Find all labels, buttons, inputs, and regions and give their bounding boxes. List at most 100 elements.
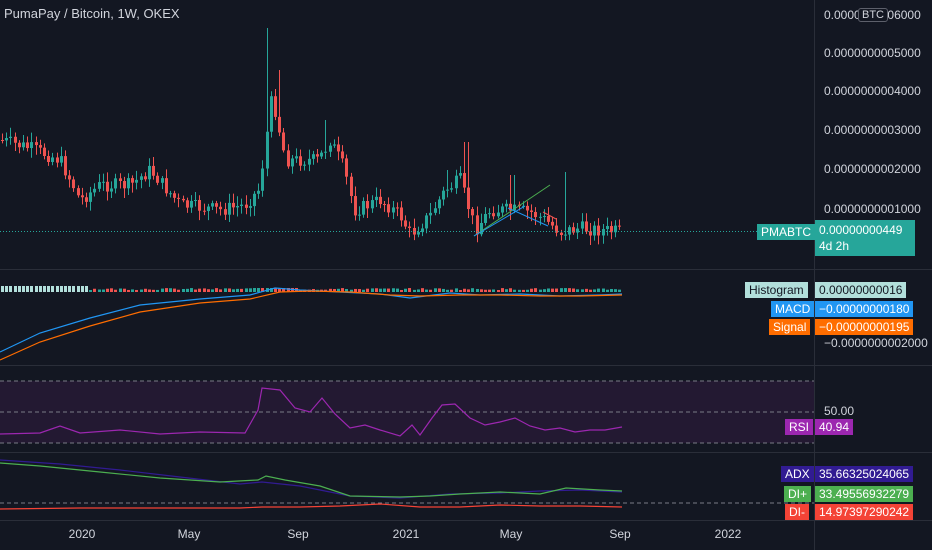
candle-body	[547, 216, 550, 222]
macd-pane	[0, 286, 623, 361]
rsi-value: 40.94	[815, 419, 854, 435]
macd-histogram-bar	[35, 286, 38, 292]
candle-body	[421, 228, 424, 233]
candle-body	[219, 206, 222, 210]
candle-body	[312, 154, 315, 159]
candle-body	[560, 232, 563, 235]
candle-body	[81, 195, 84, 198]
candle-body	[169, 193, 172, 195]
candle-body	[358, 214, 361, 216]
candle-body	[282, 132, 285, 151]
rsi-label: RSI	[785, 419, 814, 435]
macd-histogram-bar	[47, 286, 50, 292]
candle-body	[161, 178, 164, 183]
macd-histogram-bar	[513, 289, 516, 292]
candle-body	[564, 234, 567, 236]
rsi-axis-tick: 50.00	[824, 404, 855, 418]
macd-histogram-bar	[219, 289, 222, 292]
candle-body	[60, 156, 63, 163]
macd-histogram-bar	[383, 288, 386, 292]
macd-histogram-bar	[249, 288, 252, 292]
macd-histogram-bar	[114, 289, 117, 292]
macd-histogram-bar	[39, 286, 42, 292]
candle-body	[501, 206, 504, 213]
candle-body	[123, 181, 126, 189]
candle-body	[467, 187, 470, 210]
candle-body	[610, 226, 613, 233]
pane-separator[interactable]	[0, 452, 932, 453]
macd-histogram-bar	[417, 289, 420, 292]
candle-body	[555, 225, 558, 233]
candle-body	[543, 216, 546, 218]
macd-histogram-bar	[341, 288, 344, 292]
macd-histogram-bar	[534, 288, 537, 292]
di-minus-label: DI-	[785, 504, 809, 520]
macd-histogram-bar	[60, 286, 63, 292]
macd-histogram-bar	[429, 289, 432, 292]
macd-histogram-bar	[618, 289, 621, 292]
candle-body	[43, 147, 46, 157]
symbol-badge: PMABTC	[757, 224, 816, 240]
candle-body	[198, 199, 201, 211]
price-axis-tick: 0.0000000003000	[824, 123, 921, 137]
signal-line	[0, 290, 623, 361]
macd-histogram-bar	[589, 289, 592, 292]
macd-histogram-bar	[207, 289, 210, 292]
candle-body	[438, 199, 441, 209]
macd-histogram-bar	[211, 289, 214, 292]
macd-histogram-bar	[509, 288, 512, 292]
candle-body	[224, 209, 227, 215]
macd-histogram-bar	[345, 288, 348, 292]
macd-histogram-bar	[547, 288, 550, 292]
price-axis-tick: 0.0000000005000	[824, 46, 921, 60]
macd-histogram-bar	[539, 289, 542, 292]
macd-histogram-bar	[194, 289, 197, 292]
candle-body	[505, 203, 508, 207]
time-axis-tick: 2020	[68, 527, 96, 541]
macd-histogram-bar	[22, 286, 25, 292]
candle-body	[417, 232, 420, 235]
candle-body	[333, 144, 336, 146]
macd-histogram-bar	[354, 288, 357, 292]
di-minus-value: 14.97397290242	[815, 504, 914, 520]
pane-separator[interactable]	[0, 365, 932, 366]
macd-histogram-bar	[240, 288, 243, 292]
candle-body	[173, 193, 176, 198]
candle-body	[593, 225, 596, 236]
macd-histogram-bar	[152, 289, 155, 292]
trendline-drawing	[473, 184, 551, 237]
currency-button[interactable]: BTC	[858, 8, 888, 22]
candle-body	[576, 228, 579, 233]
price-axis-tick: 0.0000000002000	[824, 162, 921, 176]
candle-body	[215, 203, 218, 207]
candle-body	[295, 156, 298, 159]
macd-histogram-bar	[123, 288, 126, 292]
candle-body	[30, 142, 33, 149]
signal-value: −0.00000000195	[815, 319, 914, 335]
candle-body	[396, 207, 399, 209]
macd-histogram-bar	[135, 289, 138, 292]
macd-histogram-bar	[261, 288, 264, 292]
candle-body	[152, 165, 155, 176]
macd-histogram-bar	[585, 288, 588, 292]
time-axis-tick: Sep	[287, 527, 309, 541]
candle-body	[270, 96, 273, 132]
di-minus-line	[0, 503, 623, 510]
macd-histogram-bar	[501, 288, 504, 292]
macd-histogram-bar	[560, 288, 563, 292]
macd-histogram-bar	[530, 288, 533, 292]
candle-body	[22, 142, 25, 148]
macd-histogram-bar	[421, 288, 424, 292]
candle-body	[106, 181, 109, 192]
macd-histogram-bar	[98, 289, 101, 292]
candle-body	[354, 196, 357, 216]
candle-body	[429, 212, 432, 216]
trendline-drawing	[542, 211, 557, 220]
macd-histogram-bar	[127, 289, 130, 292]
symbol-title[interactable]: PumaPay / Bitcoin, 1W, OKEX	[4, 6, 180, 21]
candle-body	[526, 205, 529, 211]
candle-body	[261, 168, 264, 191]
macd-value: −0.00000000180	[815, 301, 914, 317]
pane-separator[interactable]	[0, 269, 932, 270]
